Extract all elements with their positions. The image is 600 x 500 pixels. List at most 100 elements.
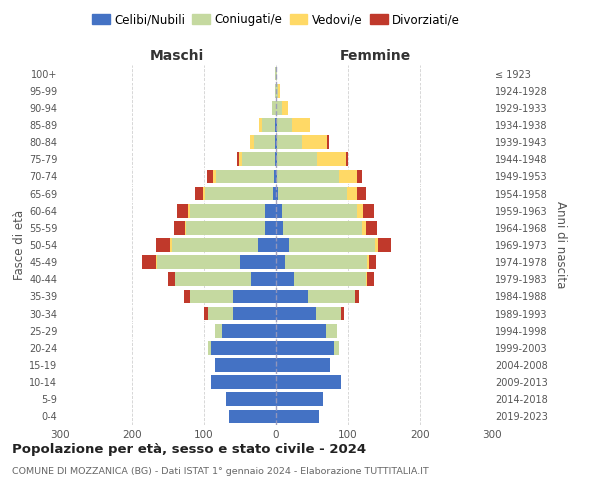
Bar	[259, 118, 262, 132]
Bar	[282, 101, 287, 114]
Bar	[276, 101, 282, 114]
Y-axis label: Anni di nascita: Anni di nascita	[554, 202, 567, 288]
Bar	[156, 238, 170, 252]
Bar	[190, 290, 233, 304]
Bar	[338, 170, 356, 183]
Bar	[216, 170, 274, 183]
Bar	[142, 256, 157, 269]
Bar	[178, 204, 188, 218]
Bar	[229, 410, 276, 424]
Bar	[346, 152, 348, 166]
Bar	[237, 152, 239, 166]
Bar	[185, 221, 186, 234]
Bar	[215, 358, 276, 372]
Bar	[347, 186, 358, 200]
Bar	[276, 238, 289, 252]
Bar	[222, 324, 276, 338]
Bar	[273, 186, 276, 200]
Bar	[186, 221, 265, 234]
Bar	[276, 392, 323, 406]
Bar	[326, 324, 337, 338]
Bar	[226, 392, 276, 406]
Bar	[233, 306, 276, 320]
Bar	[272, 101, 276, 114]
Bar	[302, 136, 327, 149]
Bar	[242, 152, 275, 166]
Bar	[251, 272, 276, 286]
Bar	[366, 272, 367, 286]
Bar	[376, 238, 378, 252]
Bar	[276, 341, 334, 354]
Bar	[369, 256, 376, 269]
Bar	[283, 221, 362, 234]
Bar	[211, 341, 276, 354]
Bar	[277, 170, 338, 183]
Bar	[207, 170, 212, 183]
Bar	[358, 186, 366, 200]
Bar	[265, 221, 276, 234]
Bar	[276, 118, 277, 132]
Bar	[276, 324, 326, 338]
Bar	[276, 152, 277, 166]
Bar	[327, 136, 329, 149]
Bar	[308, 290, 355, 304]
Bar	[208, 306, 233, 320]
Bar	[276, 136, 277, 149]
Bar	[254, 136, 275, 149]
Bar	[203, 186, 205, 200]
Bar	[278, 186, 347, 200]
Bar	[275, 84, 276, 98]
Bar	[276, 221, 283, 234]
Text: Femmine: Femmine	[340, 48, 411, 62]
Bar	[317, 152, 346, 166]
Legend: Celibi/Nubili, Coniugati/e, Vedovi/e, Divorziati/e: Celibi/Nubili, Coniugati/e, Vedovi/e, Di…	[87, 8, 465, 31]
Bar	[172, 238, 258, 252]
Bar	[334, 341, 340, 354]
Bar	[355, 290, 359, 304]
Bar	[341, 306, 344, 320]
Bar	[276, 256, 284, 269]
Text: COMUNE DI MOZZANICA (BG) - Dati ISTAT 1° gennaio 2024 - Elaborazione TUTTITALIA.: COMUNE DI MOZZANICA (BG) - Dati ISTAT 1°…	[12, 468, 429, 476]
Bar	[174, 221, 185, 234]
Bar	[275, 152, 276, 166]
Bar	[276, 376, 341, 389]
Bar	[276, 410, 319, 424]
Bar	[276, 358, 330, 372]
Bar	[215, 324, 222, 338]
Bar	[208, 341, 211, 354]
Bar	[358, 204, 363, 218]
Bar	[278, 84, 280, 98]
Bar	[262, 118, 275, 132]
Bar	[275, 136, 276, 149]
Bar	[289, 238, 376, 252]
Bar	[276, 170, 277, 183]
Bar	[284, 256, 367, 269]
Bar	[276, 272, 294, 286]
Bar	[378, 238, 391, 252]
Bar	[362, 221, 366, 234]
Bar	[367, 256, 369, 269]
Bar	[367, 272, 374, 286]
Bar	[274, 170, 276, 183]
Bar	[316, 306, 341, 320]
Bar	[294, 272, 366, 286]
Bar	[211, 376, 276, 389]
Bar	[250, 136, 254, 149]
Y-axis label: Fasce di età: Fasce di età	[13, 210, 26, 280]
Bar	[363, 204, 374, 218]
Bar	[277, 136, 302, 149]
Bar	[196, 186, 203, 200]
Text: Maschi: Maschi	[149, 48, 204, 62]
Bar	[276, 204, 282, 218]
Bar	[265, 204, 276, 218]
Bar	[175, 272, 251, 286]
Bar	[168, 272, 175, 286]
Bar	[276, 186, 278, 200]
Bar	[157, 256, 240, 269]
Bar	[170, 238, 172, 252]
Bar	[277, 152, 317, 166]
Bar	[277, 118, 292, 132]
Bar	[240, 256, 276, 269]
Bar	[276, 290, 308, 304]
Bar	[275, 66, 276, 80]
